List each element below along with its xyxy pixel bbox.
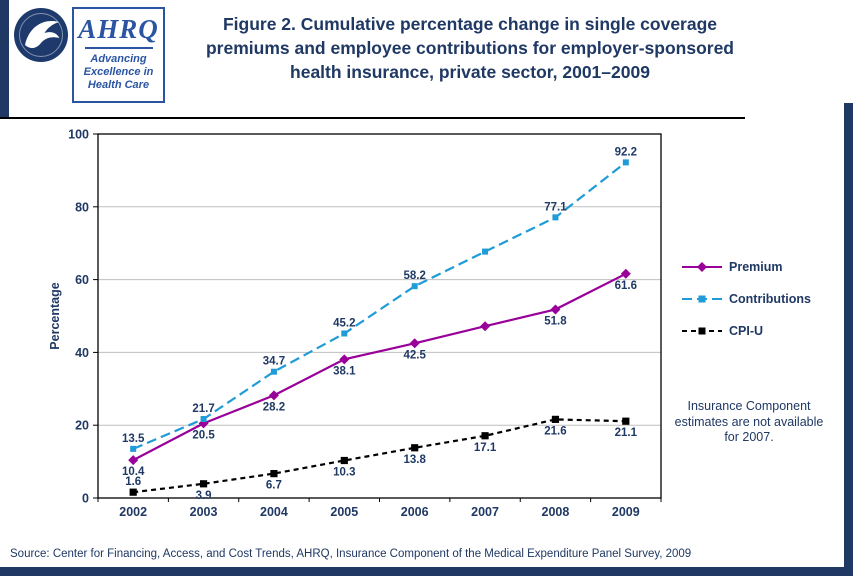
data-label: 92.2 <box>615 146 637 158</box>
x-axis: 2002 2003 2004 2005 2006 2007 2008 2009 <box>97 498 662 519</box>
y-axis: 0 20 40 60 80 100 Percentage <box>50 128 98 506</box>
left-border-bar <box>0 0 9 119</box>
data-label: 10.4 <box>122 466 145 478</box>
data-label: 58.2 <box>404 270 426 282</box>
data-label: 21.1 <box>615 427 638 439</box>
svg-text:80: 80 <box>75 200 89 214</box>
series-premium: 10.4 20.5 28.2 38.1 42.5 51.8 61.6 <box>122 268 637 478</box>
ahrq-tagline-line-2: Excellence in <box>83 66 154 78</box>
data-label: 3.9 <box>196 490 212 502</box>
ahrq-logo-divider <box>84 47 153 49</box>
bottom-border-bar <box>0 567 853 576</box>
legend-item: Premium <box>682 260 811 274</box>
hhs-logo <box>14 8 68 62</box>
svg-text:100: 100 <box>68 128 89 142</box>
svg-text:2008: 2008 <box>542 505 570 519</box>
svg-text:60: 60 <box>75 273 89 287</box>
figure-title: Figure 2. Cumulative percentage change i… <box>205 14 734 83</box>
data-label: 21.6 <box>544 425 566 437</box>
ahrq-logo: AHRQ Advancing Excellence in Health Care <box>72 7 165 103</box>
legend-label: CPI-U <box>729 324 764 338</box>
ahrq-tagline-line-1: Advancing <box>90 53 147 65</box>
ahrq-logo-text: AHRQ <box>78 14 159 44</box>
legend: Premium Contributions CPI-U <box>682 260 811 356</box>
ahrq-tagline-line-3: Health Care <box>87 79 150 91</box>
header-divider <box>0 117 745 119</box>
series-contributions: 13.5 21.7 34.7 45.2 58.2 77.1 92.2 <box>122 146 637 452</box>
plot-border <box>97 133 662 499</box>
source-text: Source: Center for Financing, Access, an… <box>10 548 692 560</box>
right-border-bar <box>844 103 853 576</box>
data-label: 61.6 <box>615 280 637 292</box>
data-label: 6.7 <box>266 480 282 492</box>
data-label: 1.6 <box>125 476 141 488</box>
svg-text:2007: 2007 <box>471 505 499 519</box>
svg-text:0: 0 <box>82 492 89 506</box>
gridlines <box>98 206 661 426</box>
svg-text:2002: 2002 <box>119 505 147 519</box>
svg-text:20: 20 <box>75 419 89 433</box>
svg-text:2005: 2005 <box>330 505 358 519</box>
legend-item: Contributions <box>682 292 811 306</box>
svg-text:2003: 2003 <box>190 505 218 519</box>
data-label: 13.5 <box>122 433 145 445</box>
legend-item: CPI-U <box>682 324 811 338</box>
svg-text:40: 40 <box>75 346 89 360</box>
legend-swatch <box>682 327 722 335</box>
data-label: 13.8 <box>404 454 427 466</box>
data-label: 28.2 <box>263 401 285 413</box>
data-label: 45.2 <box>333 318 355 330</box>
legend-swatch <box>682 295 722 303</box>
data-label: 77.1 <box>544 201 567 213</box>
data-label: 34.7 <box>263 356 285 368</box>
legend-label: Premium <box>729 260 783 274</box>
data-label: 42.5 <box>404 349 427 361</box>
svg-text:2006: 2006 <box>401 505 429 519</box>
svg-text:Percentage: Percentage <box>50 282 62 349</box>
legend-label: Contributions <box>729 292 811 306</box>
data-label: 10.3 <box>333 467 355 479</box>
data-label: 38.1 <box>333 365 356 377</box>
data-label: 20.5 <box>192 429 215 441</box>
data-label: 21.7 <box>192 403 214 415</box>
legend-swatch <box>682 262 722 272</box>
data-label: 51.8 <box>544 315 567 327</box>
svg-text:2004: 2004 <box>260 505 288 519</box>
chart-note: Insurance Component estimates are not av… <box>674 399 824 445</box>
series-cpi-u: 1.6 3.9 6.7 10.3 13.8 17.1 21.6 21.1 <box>125 415 638 502</box>
data-label: 17.1 <box>474 442 497 454</box>
svg-text:2009: 2009 <box>612 505 640 519</box>
